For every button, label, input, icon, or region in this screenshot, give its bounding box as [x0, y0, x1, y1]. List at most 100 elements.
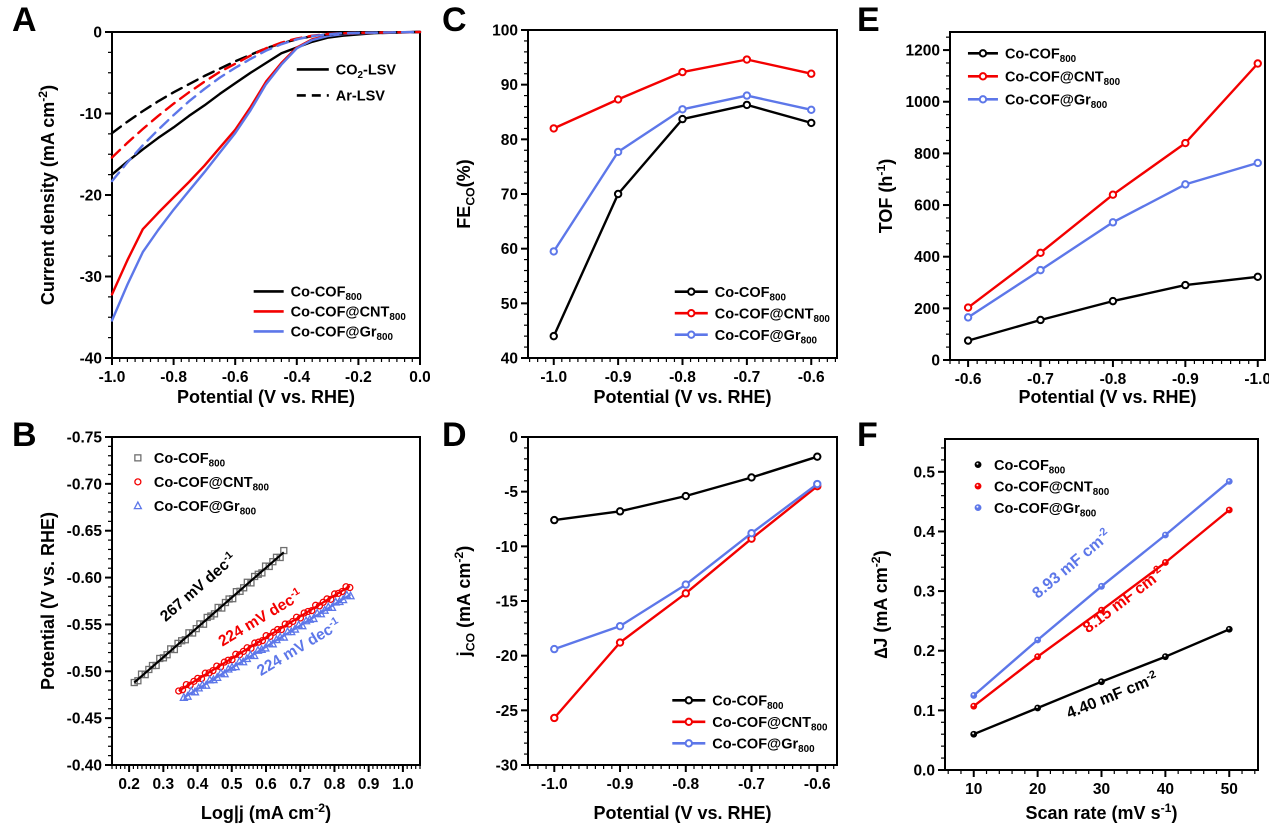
svg-text:60: 60 [501, 241, 518, 258]
svg-text:-10: -10 [496, 539, 518, 556]
svg-text:1000: 1000 [906, 94, 940, 111]
svg-text:FECO(%): FECO(%) [454, 159, 477, 228]
svg-text:-0.7: -0.7 [738, 776, 765, 793]
svg-text:TOF (h-1): TOF (h-1) [874, 159, 896, 234]
svg-text:jCO (mA cm-2): jCO (mA cm-2) [452, 546, 477, 658]
svg-text:-0.2: -0.2 [345, 369, 372, 386]
svg-text:Co-COF@CNT800: Co-COF@CNT800 [291, 305, 407, 323]
svg-text:-0.8: -0.8 [1100, 371, 1127, 388]
svg-text:Potential (V vs. RHE): Potential (V vs. RHE) [38, 512, 58, 690]
svg-text:0.4: 0.4 [187, 776, 209, 793]
svg-text:0.2: 0.2 [118, 776, 140, 793]
svg-text:10: 10 [965, 781, 982, 798]
svg-text:Scan rate (mV s-1): Scan rate (mV s-1) [1026, 801, 1178, 823]
svg-text:8.93 mF cm-2: 8.93 mF cm-2 [1028, 525, 1114, 602]
svg-text:0: 0 [509, 430, 518, 447]
svg-text:Potential (V vs. RHE): Potential (V vs. RHE) [593, 803, 771, 823]
svg-text:-0.55: -0.55 [67, 617, 103, 634]
svg-text:-0.6: -0.6 [804, 776, 831, 793]
svg-text:Co-COF@Gr800: Co-COF@Gr800 [291, 325, 394, 343]
svg-text:1200: 1200 [906, 43, 940, 60]
svg-text:0.7: 0.7 [289, 776, 311, 793]
svg-text:0: 0 [93, 25, 102, 42]
svg-text:Co-COF800: Co-COF800 [291, 285, 363, 303]
svg-text:Co-COF@CNT800: Co-COF@CNT800 [715, 306, 831, 324]
svg-text:40: 40 [501, 351, 518, 368]
panel-c: C -1.0 -0.9 -0.8 -0.7 -0.6 40 50 60 70 80 90 100 Pot… [430, 0, 845, 415]
svg-text:70: 70 [501, 187, 518, 204]
svg-text:0.5: 0.5 [913, 464, 935, 481]
svg-text:80: 80 [501, 132, 518, 149]
svg-text:-20: -20 [496, 648, 518, 665]
svg-text:267 mV dec-1: 267 mV dec-1 [156, 549, 240, 625]
svg-text:1.0: 1.0 [392, 776, 414, 793]
svg-text:-0.65: -0.65 [67, 523, 103, 540]
svg-text:0: 0 [931, 353, 940, 370]
svg-text:Co-COF@CNT800: Co-COF@CNT800 [712, 715, 828, 733]
svg-text:-0.8: -0.8 [672, 776, 699, 793]
panel-b: B 0.2 0.3 0.4 0.5 0.6 0.7 0.8 0.9 1.0 -0.75 -0.70 -… [0, 415, 430, 831]
svg-text:-0.9: -0.9 [605, 369, 632, 386]
svg-text:0.2: 0.2 [913, 643, 935, 660]
svg-text:8.15 mF cm-2: 8.15 mF cm-2 [1079, 563, 1168, 637]
svg-text:-0.9: -0.9 [1172, 371, 1199, 388]
panel-a: A -1.0 -0.8 -0.6 -0.4 -0.2 0.0 0 -10 -20 -30 -40 Po… [0, 0, 430, 415]
svg-text:-15: -15 [496, 594, 519, 611]
svg-text:600: 600 [914, 198, 940, 215]
svg-text:800: 800 [914, 146, 940, 163]
svg-text:-0.7: -0.7 [734, 369, 761, 386]
svg-text:-30: -30 [496, 758, 518, 775]
svg-text:-0.7: -0.7 [1027, 371, 1054, 388]
svg-text:-0.45: -0.45 [67, 711, 103, 728]
svg-text:Potential (V vs. RHE): Potential (V vs. RHE) [177, 387, 355, 407]
svg-text:-0.6: -0.6 [955, 371, 982, 388]
svg-text:20: 20 [1029, 781, 1046, 798]
svg-text:0.3: 0.3 [913, 584, 935, 601]
svg-text:-1.0: -1.0 [541, 776, 568, 793]
svg-text:-0.70: -0.70 [67, 476, 102, 493]
svg-text:0.3: 0.3 [153, 776, 175, 793]
panel-letter-e: E [857, 1, 880, 39]
panel-letter-b: B [12, 416, 37, 454]
svg-text:Ar-LSV: Ar-LSV [336, 89, 385, 105]
svg-text:-0.6: -0.6 [798, 369, 825, 386]
svg-text:-1.0: -1.0 [1244, 371, 1269, 388]
svg-text:-40: -40 [80, 351, 102, 368]
svg-text:CO2-LSV: CO2-LSV [336, 63, 397, 81]
svg-text:Current density (mA cm-2): Current density (mA cm-2) [36, 85, 58, 305]
panel-letter-c: C [442, 1, 467, 39]
svg-text:50: 50 [1221, 781, 1238, 798]
svg-text:Co-COF800: Co-COF800 [712, 694, 784, 712]
svg-text:-0.75: -0.75 [67, 430, 103, 447]
chart-a-lsv-curves: -1.0 -0.8 -0.6 -0.4 -0.2 0.0 0 -10 -20 -30 -40 Pote… [36, 25, 430, 408]
svg-text:Co-COF800: Co-COF800 [154, 451, 226, 469]
svg-text:200: 200 [914, 301, 940, 318]
svg-text:0.0: 0.0 [913, 763, 935, 780]
svg-text:Potential (V vs. RHE): Potential (V vs. RHE) [1018, 387, 1196, 407]
svg-text:Co-COF@CNT800: Co-COF@CNT800 [1005, 70, 1121, 88]
chart-b-tafel-plots: 0.2 0.3 0.4 0.5 0.6 0.7 0.8 0.9 1.0 -0.75 -0.70 -0.… [38, 430, 421, 823]
svg-text:∆J (mA cm-2): ∆J (mA cm-2) [869, 550, 891, 658]
svg-text:Co-COF@CNT800: Co-COF@CNT800 [154, 475, 270, 493]
svg-text:-0.8: -0.8 [160, 369, 187, 386]
chart-c-faradaic-efficiency: -1.0 -0.9 -0.8 -0.7 -0.6 40 50 60 70 80 90 100 Poten… [454, 23, 838, 407]
chart-e-turnover-frequency: -0.6 -0.7 -0.8 -0.9 -1.0 0 200 400 600 800 1000 120… [874, 31, 1269, 407]
svg-text:30: 30 [1093, 781, 1110, 798]
svg-text:Log|j (mA cm-2): Log|j (mA cm-2) [201, 801, 331, 823]
svg-text:-0.40: -0.40 [67, 758, 102, 775]
panel-e: E -0.6 -0.7 -0.8 -0.9 -1.0 0 200 400 600 800 1000 1… [845, 0, 1269, 415]
svg-text:40: 40 [1157, 781, 1174, 798]
svg-text:-0.50: -0.50 [67, 664, 102, 681]
svg-text:0.0: 0.0 [409, 369, 430, 386]
svg-text:-0.9: -0.9 [607, 776, 634, 793]
svg-text:400: 400 [914, 249, 940, 266]
svg-text:Co-COF800: Co-COF800 [715, 285, 787, 303]
svg-text:-10: -10 [80, 106, 102, 123]
svg-text:0.4: 0.4 [913, 524, 935, 541]
panel-letter-d: D [442, 416, 467, 454]
svg-text:Co-COF800: Co-COF800 [994, 458, 1066, 476]
svg-text:Co-COF800: Co-COF800 [1005, 47, 1077, 65]
svg-text:-0.60: -0.60 [67, 570, 102, 587]
chart-d-co-partial-current: -1.0 -0.9 -0.8 -0.7 -0.6 0 -5 -10 -15 -20 -25 -30 Po… [452, 430, 838, 823]
svg-text:90: 90 [501, 77, 518, 94]
